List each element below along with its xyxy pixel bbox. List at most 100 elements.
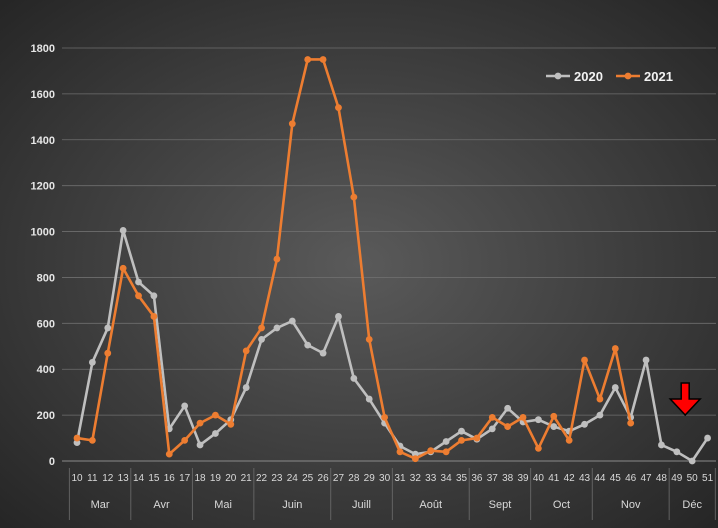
data-point-2021	[365, 335, 373, 343]
data-point-2020	[119, 227, 127, 234]
data-point-2021	[550, 412, 558, 420]
legend-marker-2020	[554, 72, 562, 80]
x-tick-label: 38	[502, 473, 514, 484]
data-point-2020	[704, 434, 711, 442]
month-label: Août	[419, 499, 442, 511]
x-tick-label: 19	[210, 473, 222, 484]
data-point-2020	[258, 335, 265, 343]
data-point-2021	[350, 193, 358, 201]
y-tick-label: 1800	[31, 43, 55, 55]
month-label: Avr	[153, 499, 170, 511]
y-tick-label: 600	[37, 318, 55, 330]
x-tick-label: 28	[348, 473, 360, 484]
data-point-2021	[458, 436, 465, 444]
month-label: Mar	[91, 499, 110, 511]
x-tick-label: 31	[394, 473, 406, 484]
data-point-2020	[488, 425, 496, 433]
x-tick-label: 21	[241, 473, 253, 484]
y-tick-label: 1400	[31, 135, 55, 147]
data-point-2020	[658, 441, 665, 449]
data-point-2021	[181, 436, 189, 444]
data-point-2021	[627, 419, 635, 427]
legend-marker-2021	[624, 72, 632, 80]
data-point-2021	[273, 255, 281, 263]
data-point-2020	[196, 441, 204, 449]
legend-label-2021: 2021	[644, 69, 673, 84]
data-point-2020	[365, 395, 373, 403]
y-tick-label: 0	[49, 456, 55, 468]
gridlines	[62, 47, 716, 416]
y-tick-label: 1200	[31, 181, 55, 193]
x-tick-label: 44	[594, 473, 606, 484]
x-tick-label: 29	[364, 473, 376, 484]
y-tick-label: 1000	[31, 227, 55, 239]
data-point-2020	[550, 423, 558, 430]
x-tick-label: 48	[656, 473, 668, 484]
x-tick-label: 10	[71, 473, 83, 484]
data-point-2020	[273, 324, 281, 332]
x-tick-label: 34	[441, 473, 453, 484]
data-point-2021	[504, 423, 512, 430]
data-point-2021	[535, 444, 542, 452]
data-point-2020	[535, 416, 542, 424]
data-point-2021	[565, 436, 573, 444]
data-point-2021	[473, 434, 481, 442]
data-point-2020	[304, 341, 312, 349]
data-point-2020	[150, 292, 158, 300]
x-tick-label: 11	[87, 473, 98, 484]
data-point-2020	[181, 402, 189, 410]
data-point-2021	[381, 414, 388, 421]
data-point-2020	[596, 411, 604, 419]
data-point-2020	[319, 349, 327, 357]
x-tick-label: 27	[333, 473, 345, 484]
x-tick-label: 22	[256, 473, 268, 484]
data-point-2020	[242, 384, 250, 391]
data-point-2021	[427, 447, 435, 455]
x-tick-label: 35	[456, 473, 468, 484]
data-point-2021	[73, 434, 81, 442]
data-point-2020	[642, 356, 650, 364]
y-tick-label: 200	[37, 410, 55, 422]
data-point-2021	[396, 448, 404, 456]
x-tick-label: 40	[533, 473, 545, 484]
x-tick-label: 23	[271, 473, 283, 484]
x-tick-label: 45	[610, 473, 622, 484]
annotation	[668, 382, 702, 417]
data-point-2020	[581, 420, 588, 428]
data-point-2020	[135, 278, 142, 286]
data-point-2020	[504, 404, 512, 412]
legend: 2020 2021	[546, 69, 673, 84]
data-point-2020	[104, 324, 112, 332]
data-point-2020	[458, 427, 465, 435]
data-point-2021	[611, 345, 619, 352]
x-tick-label: 14	[133, 473, 145, 484]
x-tick-label: 51	[702, 473, 714, 484]
x-tick-label: 20	[225, 473, 237, 484]
red-down-arrow-icon	[668, 382, 702, 417]
data-point-2021	[335, 104, 342, 112]
data-point-2021	[488, 414, 496, 421]
x-axis: 10 11 12 13 14 15 16 17 18 19 20 21 22 23 24 25 26 27 28 29…	[62, 460, 716, 520]
x-tick-label: 49	[671, 473, 683, 484]
data-point-2020	[288, 317, 296, 325]
x-tick-label: 25	[302, 473, 314, 484]
data-point-2021	[288, 120, 296, 128]
data-point-2020	[88, 358, 96, 366]
x-tick-label: 42	[564, 473, 576, 484]
month-label: Mai	[214, 499, 232, 511]
data-point-2021	[319, 56, 327, 63]
x-tick-label: 26	[318, 473, 330, 484]
data-point-2021	[304, 56, 312, 63]
month-label: Juill	[352, 499, 371, 511]
month-label: Juin	[282, 499, 302, 511]
month-label: Déc	[682, 499, 702, 511]
data-point-2020	[688, 457, 696, 465]
data-point-2021	[442, 448, 450, 456]
data-point-2021	[150, 313, 158, 320]
x-tick-label: 36	[471, 473, 483, 484]
x-tick-label: 50	[687, 473, 699, 484]
data-point-2021	[227, 420, 235, 428]
data-point-2021	[242, 347, 250, 355]
y-tick-label: 400	[37, 364, 55, 376]
data-point-2020	[442, 438, 450, 445]
